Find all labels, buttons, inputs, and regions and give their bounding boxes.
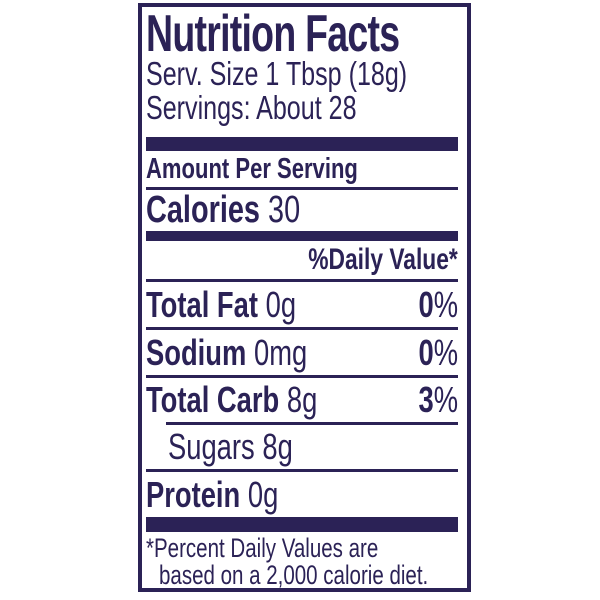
calories-value: 30 <box>268 189 301 231</box>
serving-size-row: Serv. Size 1 Tbsp (18g) <box>146 57 458 91</box>
divider-3 <box>146 327 458 330</box>
nutrient-name: Sodium <box>146 331 247 373</box>
nutrient-text: Sugars 8g <box>168 426 293 468</box>
nutrient-name: Protein <box>146 473 241 515</box>
nutrient-amount: 8g <box>262 426 293 467</box>
divider-4 <box>146 375 458 378</box>
calories-label: Calories <box>146 189 260 231</box>
nutrient-name: Total Carb <box>146 379 280 420</box>
nutrient-amount: 0mg <box>253 331 308 373</box>
servings-row: Servings: About 28 <box>146 91 458 125</box>
nutrient-row-total-fat: Total Fat 0g 0% <box>146 282 458 327</box>
separator-bar-bottom <box>146 517 458 532</box>
calories-text: Calories 30 <box>146 190 300 231</box>
nutrient-row-protein: Protein 0g <box>146 472 458 517</box>
servings-count-text: Servings: About 28 <box>146 89 357 126</box>
nutrient-amount: 0g <box>265 283 297 325</box>
nutrient-daily-value: 0% <box>418 283 458 325</box>
serving-size-text: Serv. Size 1 Tbsp (18g) <box>146 55 408 92</box>
amount-per-serving-row: Amount Per Serving <box>146 151 458 187</box>
nutrient-text: Total Fat 0g <box>146 284 296 326</box>
nutrient-text: Protein 0g <box>146 474 278 516</box>
label-title: Nutrition Facts <box>146 5 400 63</box>
nutrient-row-sugars: Sugars 8g <box>146 425 458 469</box>
nutrient-amount: 0g <box>247 473 279 515</box>
divider-6 <box>146 469 458 472</box>
nutrient-name: Sugars <box>168 426 255 467</box>
label-title-row: Nutrition Facts <box>146 5 458 63</box>
nutrient-row-sodium: Sodium 0mg 0% <box>146 330 458 375</box>
nutrient-amount: 8g <box>286 379 318 420</box>
nutrient-daily-value: 0% <box>418 331 458 373</box>
footnote-line-1: *Percent Daily Values are <box>146 533 379 563</box>
separator-bar-middle <box>146 231 458 241</box>
divider-1 <box>146 187 458 190</box>
calories-row: Calories 30 <box>146 190 458 231</box>
divider-5-indented <box>166 422 458 425</box>
nutrient-text: Sodium 0mg <box>146 332 307 374</box>
divider-2 <box>146 279 458 282</box>
nutrient-text: Total Carb 8g <box>146 379 317 421</box>
footnote-line-2: based on a 2,000 calorie diet. <box>159 560 429 590</box>
nutrient-daily-value: 3% <box>418 379 458 420</box>
amount-per-serving-heading: Amount Per Serving <box>146 153 358 185</box>
daily-value-header-row: %Daily Value* <box>146 241 458 279</box>
nutrition-facts-label: Nutrition Facts Serv. Size 1 Tbsp (18g) … <box>138 3 471 592</box>
nutrient-row-total-carb: Total Carb 8g 3% <box>146 378 458 422</box>
footnote: *Percent Daily Values are based on a 2,0… <box>146 535 458 589</box>
separator-bar-top <box>146 137 458 151</box>
nutrient-name: Total Fat <box>146 283 258 325</box>
daily-value-header: %Daily Value* <box>308 243 458 276</box>
